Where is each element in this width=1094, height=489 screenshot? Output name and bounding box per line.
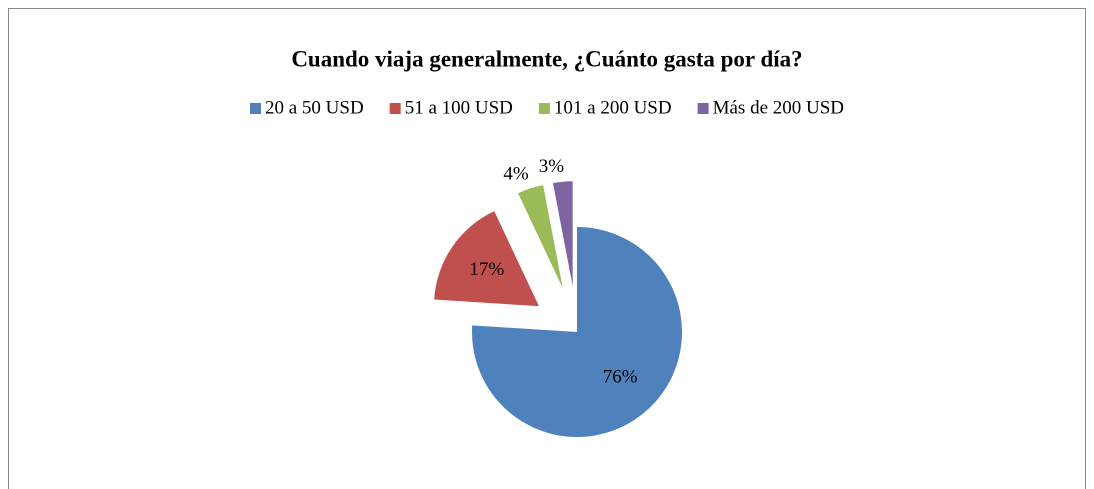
pie-slice	[552, 181, 573, 287]
legend-label: Más de 200 USD	[713, 97, 844, 118]
legend-label: 101 a 200 USD	[554, 97, 672, 118]
chart-title: Cuando viaja generalmente, ¿Cuánto gasta…	[291, 46, 802, 71]
data-label: 3%	[539, 156, 565, 177]
legend-swatch	[697, 103, 709, 114]
legend-swatch	[389, 103, 401, 114]
legend-swatch	[249, 103, 261, 114]
data-label: 17%	[469, 259, 504, 280]
legend-swatch	[538, 103, 550, 114]
pie-slice	[518, 185, 563, 289]
data-label: 4%	[503, 163, 529, 184]
pie-slice	[472, 227, 683, 437]
pie-slice	[434, 211, 539, 307]
legend-label: 51 a 100 USD	[405, 97, 513, 118]
data-label: 76%	[603, 366, 638, 387]
legend-label: 20 a 50 USD	[265, 97, 364, 118]
